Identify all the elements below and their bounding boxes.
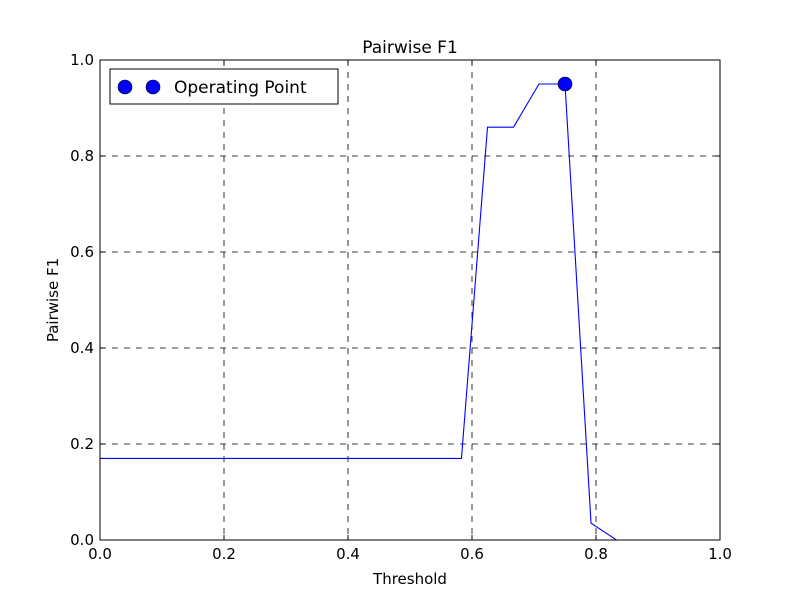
operating-point-marker (557, 76, 573, 92)
chart-title: Pairwise F1 (362, 38, 458, 58)
x-tick-label: 0.8 (584, 545, 608, 563)
gridlines (100, 60, 720, 540)
y-tick-label: 1.0 (70, 51, 94, 69)
y-tick-label: 0.4 (70, 339, 94, 357)
x-tick-label: 0.2 (212, 545, 236, 563)
x-tick-label: 1.0 (708, 545, 732, 563)
x-tick-label: 0.4 (336, 545, 360, 563)
plot-frame (99, 59, 721, 541)
y-tick-label: 0.0 (70, 531, 94, 549)
y-tick-label: 0.6 (70, 243, 94, 261)
legend: Operating Point (109, 68, 339, 105)
y-tick-label: 0.2 (70, 435, 94, 453)
legend-marker-operating-point (117, 79, 133, 95)
x-tick-label: 0.6 (460, 545, 484, 563)
y-axis-label: Pairwise F1 (44, 258, 62, 342)
legend-label-operating-point: Operating Point (174, 78, 307, 98)
x-tick-label: 0.0 (88, 545, 112, 563)
axis-ticks: 0.0 0.2 0.4 0.6 0.8 1.0 0.0 0.2 0.4 0.6 0.8 1.0 (70, 51, 732, 563)
f1-series-line (100, 83, 720, 541)
x-axis-label: Threshold (372, 570, 447, 588)
data-layer (100, 76, 720, 541)
y-tick-label: 0.8 (70, 147, 94, 165)
legend-marker-operating-point (145, 79, 161, 95)
